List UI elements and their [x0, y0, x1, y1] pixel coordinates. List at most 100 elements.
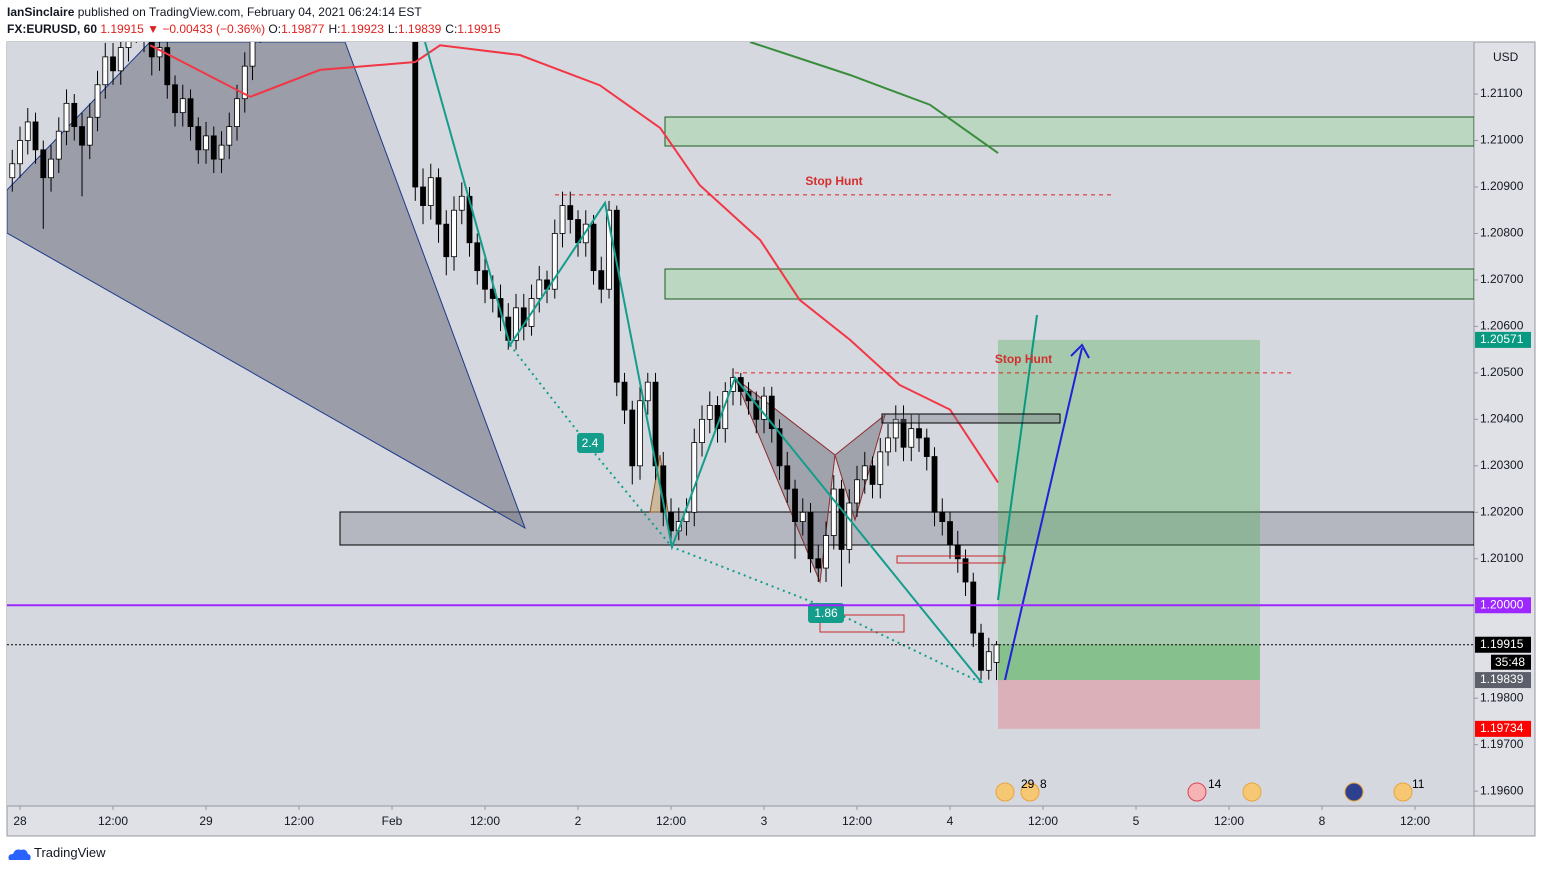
logo-cloud [8, 849, 31, 860]
candle-body [993, 644, 1000, 663]
stop-loss-zone [998, 680, 1260, 729]
annotation: Stop Hunt [995, 352, 1052, 366]
y-tick-label: 1.20600 [1480, 319, 1524, 333]
candle-body [102, 56, 109, 86]
candle-body [40, 149, 47, 179]
candle-body [916, 428, 922, 439]
candle-body [985, 651, 992, 671]
candle-body [79, 126, 85, 146]
candle-body [420, 186, 426, 206]
y-tick-label: 1.20800 [1480, 226, 1524, 240]
candle-body [427, 177, 434, 206]
zone [664, 268, 1474, 300]
ratio-label: 1.86 [814, 606, 838, 620]
projection [509, 344, 983, 684]
candle-body [885, 437, 891, 453]
pattern [7, 42, 526, 530]
x-tick-label: 8 [1319, 814, 1326, 828]
candle-body [792, 488, 798, 522]
candle-body [606, 209, 612, 290]
box [819, 614, 905, 633]
x-tick-label: 12:00 [98, 814, 128, 828]
ohlc-key: C: [445, 22, 458, 36]
candle-body [629, 409, 636, 467]
x-tick-label: Feb [382, 814, 403, 828]
candle-body [17, 140, 23, 165]
candle-body [249, 42, 256, 67]
candle-body [815, 558, 822, 569]
countdown-badge [1491, 654, 1531, 670]
price-badge-label: 1.19915 [1480, 637, 1524, 651]
event-icon [1242, 782, 1262, 802]
x-tick-label: 12:00 [842, 814, 872, 828]
y-tick-label: 1.20900 [1480, 179, 1524, 193]
candle-body [125, 42, 132, 48]
candle-body [9, 163, 16, 179]
price-badge [1475, 720, 1531, 737]
x-tick-label: 28 [13, 814, 27, 828]
candle-body [699, 418, 705, 443]
candle-body [195, 126, 202, 151]
zone [664, 116, 1474, 147]
candle-body [218, 144, 225, 160]
candle-body [838, 488, 845, 550]
brand: TradingView [34, 845, 106, 860]
candle-body [954, 544, 961, 560]
candle-body [559, 205, 566, 234]
x-tick-label: 4 [947, 814, 954, 828]
candle-body [110, 56, 116, 72]
x-tick-label: 12:00 [1028, 814, 1058, 828]
ohlc-value: 1.19839 [397, 22, 442, 36]
y-tick-label: 1.20100 [1480, 551, 1524, 565]
ohlc: O:1.19877 H:1.19923 L:1.19839 C:1.19915 [268, 22, 504, 36]
take-profit-zone [998, 339, 1260, 681]
candle-body [24, 121, 31, 141]
ohlc-key: L: [387, 22, 398, 36]
candle-body [908, 428, 915, 448]
candle-body [94, 84, 101, 118]
x-tick-label: 12:00 [1400, 814, 1430, 828]
ohlc-value: 1.19923 [340, 22, 384, 36]
change: ▼ −0.00433 (−0.36%) [147, 22, 266, 36]
candle-body [892, 418, 899, 439]
candle-body [551, 233, 558, 290]
candle-body [520, 307, 527, 327]
x-tick-label: 3 [761, 814, 768, 828]
candle-body [451, 209, 457, 258]
y-tick-label: 1.20300 [1480, 458, 1524, 472]
candle-body [187, 98, 194, 127]
x-tick-label: 12:00 [656, 814, 686, 828]
ohlc-key: O: [268, 22, 282, 36]
candle-body [598, 270, 605, 290]
price-badge-label: 1.19839 [1480, 672, 1524, 686]
ohlc-value: 1.19877 [281, 22, 325, 36]
candle-body [443, 223, 450, 258]
candle-body [761, 395, 767, 420]
y-tick-label: 1.19700 [1480, 737, 1524, 751]
candle-body [71, 102, 78, 127]
price-badge-label: 1.20571 [1480, 332, 1524, 346]
x-tick-label: 12:00 [284, 814, 314, 828]
candle-body [978, 632, 984, 671]
candle-body [458, 195, 465, 211]
logo [8, 849, 31, 860]
candle-body [412, 42, 419, 188]
candle-body [830, 488, 837, 536]
candle-body [637, 400, 643, 467]
candle-body [63, 102, 70, 132]
candle-body [164, 47, 171, 86]
indicators [149, 42, 999, 484]
candle-body [435, 177, 442, 225]
author: IanSinclaire [7, 5, 75, 19]
candle-body [668, 511, 674, 532]
candle-body [226, 126, 233, 146]
ohlc-key: H: [328, 22, 341, 36]
candle-body [784, 465, 791, 490]
y-tick-label: 1.21000 [1480, 133, 1524, 147]
candle-body [234, 98, 240, 127]
arrow-head [1070, 343, 1090, 359]
candle-body [900, 418, 907, 448]
candle-body [241, 65, 248, 100]
